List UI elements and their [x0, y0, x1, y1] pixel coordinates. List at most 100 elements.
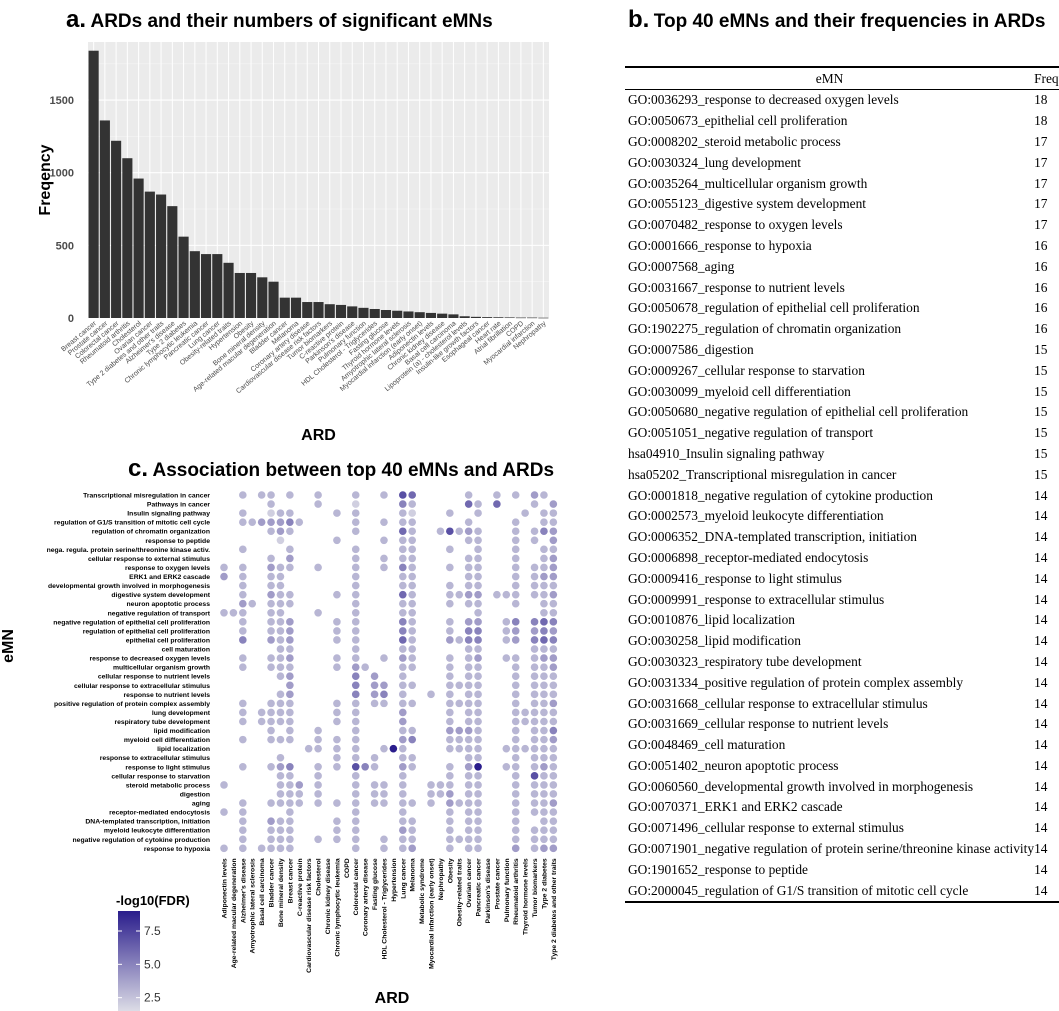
y-tick-label: response to light stimulus: [125, 764, 210, 771]
frequency-cell: 14: [1034, 549, 1048, 565]
association-dot: [446, 663, 454, 671]
association-dot: [530, 672, 539, 680]
association-dot: [351, 491, 360, 499]
x-tick-label: Bone mineral density: [278, 858, 285, 927]
association-dot: [380, 744, 388, 753]
association-dot: [286, 763, 294, 771]
x-tick-label: Tumor biomarkers: [532, 858, 539, 917]
association-dot: [351, 654, 360, 662]
association-dot: [380, 690, 388, 699]
table-row: GO:0030099_myeloid cell differentiation 1…: [625, 381, 1059, 402]
association-dot: [530, 572, 539, 581]
association-dot: [511, 536, 520, 545]
association-dot: [464, 772, 473, 780]
association-dot: [314, 726, 322, 735]
association-dot: [464, 817, 473, 825]
association-dot: [276, 627, 285, 635]
association-dot: [398, 681, 407, 690]
emn-cell: GO:0001818_negative regulation of cytoki…: [628, 487, 933, 503]
association-dot: [295, 790, 304, 798]
bar: [369, 308, 380, 318]
association-dot: [408, 608, 417, 617]
y-tick-label: receptor-mediated endocytosis: [109, 810, 210, 817]
table-row: GO:0009267_cellular response to starvati…: [625, 360, 1059, 381]
y-tick-label: Insulin signaling pathway: [127, 511, 210, 518]
bar: [437, 313, 448, 318]
association-dot: [464, 581, 473, 590]
association-dot: [474, 572, 482, 581]
association-dot: [446, 726, 454, 735]
association-dot: [408, 518, 417, 526]
association-dot: [267, 636, 275, 644]
association-dot: [455, 735, 464, 744]
frequency-cell: 17: [1034, 154, 1048, 170]
association-dot: [239, 717, 247, 726]
association-dot: [540, 581, 548, 590]
emn-cell: GO:0030323_respiratory tube development: [628, 653, 862, 669]
association-dot: [398, 735, 407, 744]
association-dot: [398, 763, 407, 771]
x-tick-label: Obesity-related traits: [457, 858, 464, 926]
association-dot: [530, 799, 539, 807]
association-dot: [464, 844, 473, 853]
emn-cell: GO:0070371_ERK1 and ERK2 cascade: [628, 799, 843, 815]
association-dot: [549, 790, 558, 798]
emn-cell: GO:1901652_response to peptide: [628, 861, 809, 877]
association-dot: [333, 717, 341, 726]
association-dot: [446, 763, 454, 771]
frequency-cell: 14: [1034, 674, 1048, 690]
association-dot: [540, 572, 548, 581]
y-tick-label: lipid localization: [157, 746, 210, 753]
table-row: GO:0051051_negative regulation of transp…: [625, 423, 1059, 444]
association-dot: [408, 554, 417, 563]
association-dot: [276, 645, 285, 653]
association-dot: [398, 654, 407, 662]
association-dot: [267, 663, 275, 671]
association-dot: [408, 835, 417, 844]
association-dot: [540, 599, 548, 608]
legend-title: -log10(FDR): [116, 893, 190, 908]
table-row: GO:0031334_positive regulation of protei…: [625, 672, 1059, 693]
association-dot: [286, 844, 294, 853]
association-dot: [276, 527, 285, 536]
association-dot: [286, 491, 294, 499]
association-dot: [540, 518, 548, 526]
y-tick-label: cellular response to starvation: [111, 773, 210, 780]
association-dot: [286, 717, 294, 726]
association-dot: [446, 781, 454, 789]
association-dot: [408, 599, 417, 608]
frequency-cell: 14: [1034, 695, 1048, 711]
association-dot: [314, 790, 322, 798]
y-tick-label: regulation of G1/S transition of mitotic…: [54, 520, 210, 527]
association-dot: [502, 618, 511, 626]
association-dot: [248, 599, 257, 608]
association-dot: [540, 790, 548, 798]
association-dot: [314, 799, 322, 807]
y-tick-label: 1500: [50, 95, 74, 107]
association-dot: [398, 799, 407, 807]
association-dot: [239, 608, 247, 617]
association-dot: [540, 844, 548, 853]
table-row: GO:0007586_digestion 15: [625, 340, 1059, 361]
emn-cell: GO:0030258_lipid modification: [628, 633, 801, 649]
association-dot: [314, 491, 322, 499]
association-dot: [286, 790, 294, 798]
association-dot: [276, 790, 285, 798]
emn-cell: GO:0030324_lung development: [628, 154, 801, 170]
association-dot: [398, 699, 407, 708]
association-dot: [549, 527, 558, 536]
association-dot: [464, 826, 473, 835]
association-dot: [351, 708, 360, 717]
association-dot: [267, 844, 275, 853]
association-dot: [464, 636, 473, 644]
association-dot: [398, 636, 407, 644]
association-dot: [239, 735, 247, 744]
x-tick-label: Coronary artery disease: [363, 858, 370, 936]
association-dot: [408, 581, 417, 590]
association-dot: [267, 527, 275, 536]
association-dot: [511, 844, 520, 853]
bar: [313, 302, 324, 318]
association-dot: [474, 672, 482, 680]
association-dot: [549, 763, 558, 771]
table-row: GO:0035264_multicellular organism growth…: [625, 173, 1059, 194]
